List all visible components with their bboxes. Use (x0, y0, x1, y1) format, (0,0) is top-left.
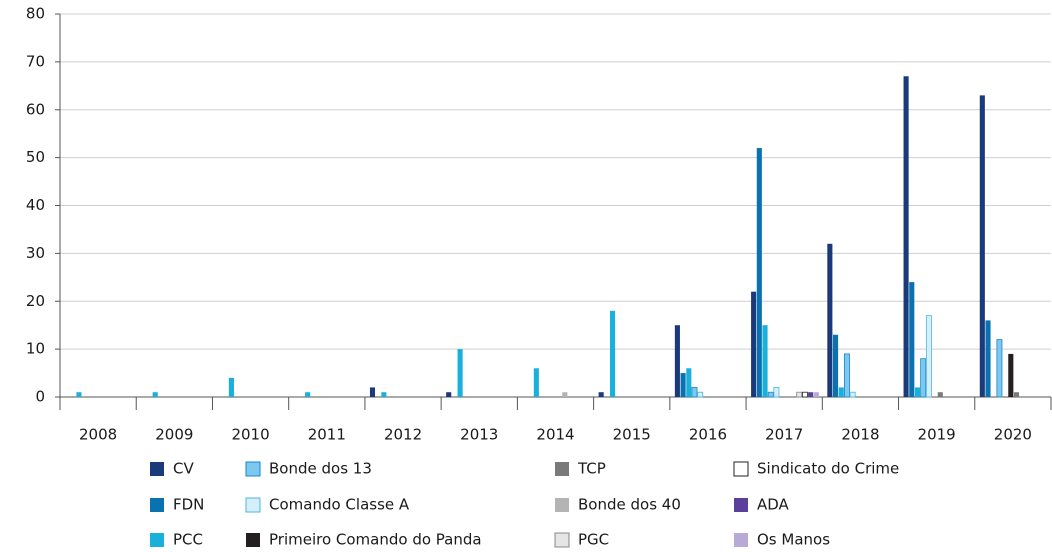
x-tick-label: 2014 (536, 426, 574, 444)
bar (925, 315, 932, 398)
legend-swatch (734, 533, 748, 547)
x-tick-label: 2012 (384, 426, 422, 444)
legend-swatch (245, 497, 261, 513)
x-tick-label: 2013 (460, 426, 498, 444)
bar (305, 392, 311, 397)
bar (756, 148, 762, 397)
bar (228, 377, 234, 397)
legend-label: Bonde dos 40 (578, 496, 681, 514)
bar (610, 310, 616, 397)
legend-label: CV (173, 460, 194, 478)
x-tick-label: 2015 (613, 426, 651, 444)
y-tick-label: 50 (26, 148, 45, 166)
y-tick-label: 20 (26, 292, 45, 310)
bar (849, 391, 856, 398)
legend-label: Sindicato do Crime (757, 460, 899, 478)
legend-swatch (150, 533, 164, 547)
bar (152, 392, 158, 397)
y-tick-label: 30 (26, 244, 45, 262)
bar (762, 325, 768, 397)
bar (691, 387, 698, 398)
bar (914, 387, 921, 397)
bar (813, 392, 819, 397)
bar (533, 368, 539, 397)
y-tick-label: 60 (26, 100, 45, 118)
legend-swatch (555, 498, 569, 512)
legend-label: Bonde dos 13 (269, 460, 372, 478)
bar (833, 334, 839, 397)
y-tick-label: 40 (26, 196, 45, 214)
legend-label: PCC (173, 531, 203, 549)
bar (985, 320, 991, 397)
bar (1013, 392, 1020, 397)
legend-swatch (733, 461, 749, 477)
bar (562, 392, 568, 397)
x-tick-label: 2009 (155, 426, 193, 444)
y-tick-label: 10 (26, 340, 45, 358)
legend-label: Os Manos (757, 531, 830, 549)
bar (457, 349, 463, 397)
y-tick-label: 0 (35, 388, 45, 406)
x-tick-label: 2020 (994, 426, 1032, 444)
bar (801, 391, 808, 398)
bar (827, 243, 833, 397)
legend-swatch (554, 532, 570, 548)
bar (996, 339, 1003, 398)
legend-label: Primeiro Comando do Panda (269, 531, 482, 549)
x-tick-label: 2017 (765, 426, 803, 444)
bar (796, 391, 803, 398)
bar (680, 373, 686, 397)
legend-label: FDN (173, 496, 204, 514)
legend-swatch (246, 533, 260, 547)
bar (369, 387, 376, 397)
legend-swatch (734, 498, 748, 512)
legend-swatch (555, 462, 569, 476)
x-tick-label: 2019 (918, 426, 956, 444)
legend-label: Comando Classe A (269, 496, 410, 514)
bar (76, 392, 82, 397)
bar (1008, 353, 1014, 397)
x-tick-label: 2008 (79, 426, 117, 444)
bar (937, 392, 943, 397)
legend-swatch (150, 498, 164, 512)
bar (844, 353, 850, 398)
bar (979, 95, 985, 397)
bar (674, 325, 680, 397)
bar (446, 392, 452, 397)
bar (909, 282, 915, 397)
bar (767, 391, 774, 398)
y-tick-label: 70 (26, 52, 45, 70)
bar (838, 387, 844, 397)
bar (808, 392, 814, 397)
legend-label: TCP (577, 460, 606, 478)
bar (773, 387, 780, 398)
legend-swatch (245, 461, 261, 477)
y-tick-label: 80 (26, 5, 45, 23)
bar (697, 391, 704, 398)
bar (903, 76, 909, 398)
bar (381, 392, 387, 397)
bar (686, 368, 692, 397)
legend-label: PGC (578, 531, 609, 549)
x-tick-label: 2016 (689, 426, 727, 444)
legend-swatch (150, 462, 164, 476)
x-tick-label: 2011 (308, 426, 346, 444)
x-tick-label: 2018 (841, 426, 879, 444)
bar (920, 358, 927, 398)
x-tick-label: 2010 (231, 426, 269, 444)
bar (598, 392, 604, 397)
bar (751, 291, 757, 397)
legend-label: ADA (757, 496, 790, 514)
